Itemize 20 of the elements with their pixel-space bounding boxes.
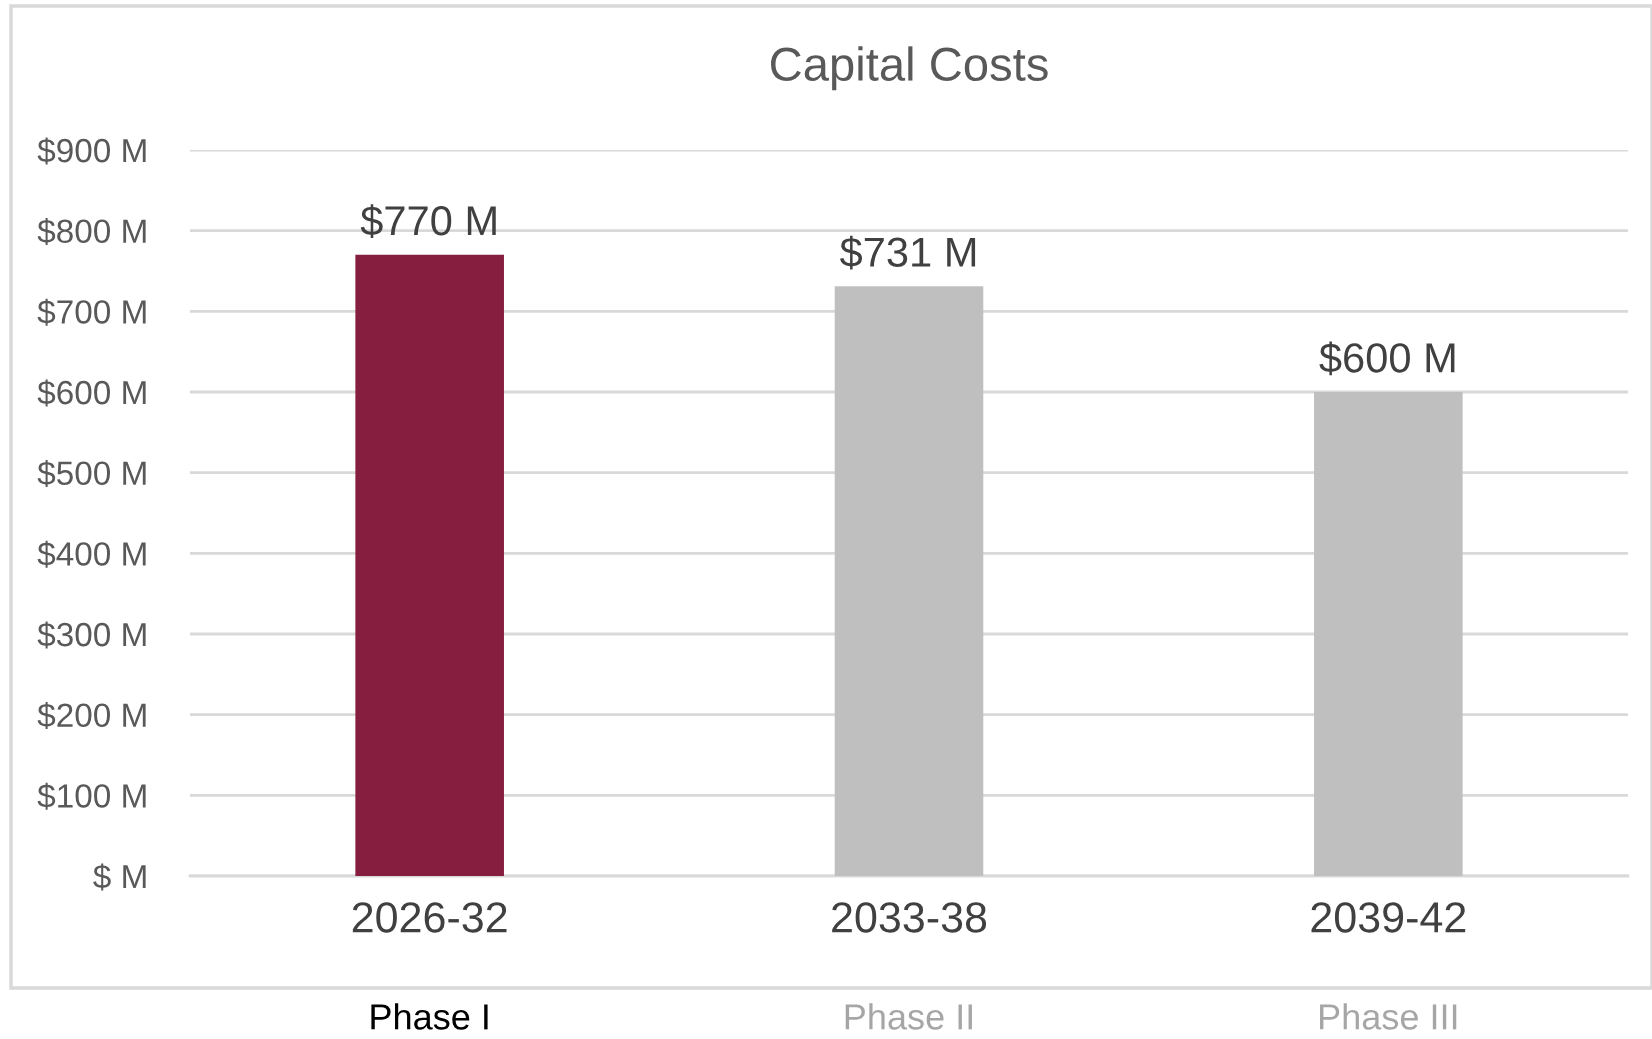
- data-label: $600 M: [1319, 341, 1455, 376]
- data-label: $731 M: [839, 235, 976, 270]
- y-tick-label: $700 M: [37, 298, 146, 326]
- y-tick-label: $500 M: [37, 460, 146, 488]
- y-tick-label: $900 M: [37, 137, 146, 165]
- y-tick-label: $400 M: [37, 540, 146, 568]
- text: Phase II: [845, 1003, 972, 1030]
- x-tick-label: 2039-42: [1311, 902, 1466, 933]
- chart-title: Capital Costs: [770, 46, 1048, 91]
- x-tick-label: 2026-32: [352, 902, 507, 933]
- data-label: $770 M: [360, 204, 496, 238]
- y-tick-label: $ M: [93, 863, 146, 891]
- y-tick-label: $300 M: [37, 621, 146, 649]
- y-tick-label: $200 M: [37, 702, 146, 730]
- y-tick-label: $800 M: [37, 218, 146, 246]
- x-tick-label: 2033-38: [832, 902, 987, 933]
- y-tick-label: $100 M: [37, 782, 146, 810]
- text: Phase III: [1320, 1003, 1457, 1030]
- text: Phase I: [371, 1003, 488, 1030]
- y-tick-label: $600 M: [37, 379, 146, 407]
